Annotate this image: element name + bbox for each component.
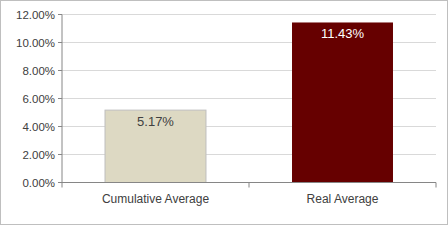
chart-container: 0.00% 2.00% 4.00% 6.00% 8.00% 10.00% 12.00% 5.1… xyxy=(0,0,448,225)
x-tick-label: Real Average xyxy=(307,192,379,206)
y-tick-label: 4.00% xyxy=(22,121,55,133)
y-tick xyxy=(58,98,62,99)
y-tick xyxy=(58,14,62,15)
x-axis: Cumulative Average Real Average xyxy=(62,183,436,206)
data-label: 11.43% xyxy=(321,26,365,41)
y-tick-label: 0.00% xyxy=(22,177,55,189)
grid-line xyxy=(62,14,436,15)
grid xyxy=(62,15,436,183)
y-tick-label: 12.00% xyxy=(16,9,55,21)
y-tick xyxy=(58,126,62,127)
y-axis-line xyxy=(62,15,63,183)
bars xyxy=(105,22,393,182)
data-labels: 5.17% 11.43% xyxy=(137,26,364,129)
x-tick xyxy=(62,183,63,188)
x-tick-label: Cumulative Average xyxy=(102,192,210,206)
page: {"chart_data": {"type": "bar", "categori… xyxy=(0,0,448,225)
y-tick xyxy=(58,182,62,183)
y-tick-label: 8.00% xyxy=(22,65,55,77)
bar xyxy=(105,110,206,182)
y-tick xyxy=(58,70,62,71)
y-axis: 0.00% 2.00% 4.00% 6.00% 8.00% 10.00% 12.00% xyxy=(16,9,62,189)
x-tick xyxy=(249,183,250,188)
y-tick xyxy=(58,42,62,43)
data-label: 5.17% xyxy=(137,114,174,129)
bar xyxy=(292,22,393,182)
x-tick xyxy=(436,183,437,188)
chart-border xyxy=(1,1,448,225)
y-tick-label: 2.00% xyxy=(22,149,55,161)
grid-line xyxy=(62,182,436,183)
chart-svg: 0.00% 2.00% 4.00% 6.00% 8.00% 10.00% 12.00% 5.1… xyxy=(0,0,448,225)
y-tick-label: 10.00% xyxy=(16,37,55,49)
x-axis-line xyxy=(62,182,436,183)
y-tick xyxy=(58,154,62,155)
y-tick-label: 6.00% xyxy=(22,93,55,105)
